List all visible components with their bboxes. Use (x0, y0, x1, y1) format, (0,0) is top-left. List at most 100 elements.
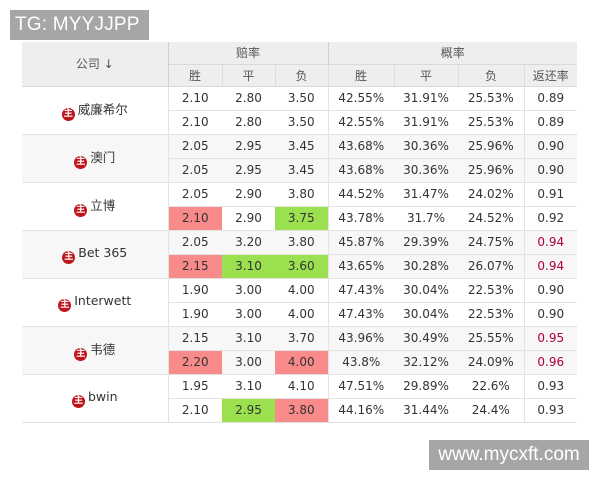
company-cell[interactable]: 主 bwin (22, 374, 169, 423)
prob-lose-cell: 26.07% (458, 254, 524, 279)
odds-draw-cell: 3.10 (222, 374, 275, 399)
return-rate-cell: 0.89 (523, 110, 577, 135)
company-cell[interactable]: 主澳门 (22, 134, 169, 183)
prob-draw-cell: 30.49% (394, 326, 458, 351)
prob-lose-cell: 25.53% (458, 86, 524, 111)
table-row: 主立博 2.05 2.90 3.80 44.52% 31.47% 24.02% 0.91 (22, 182, 577, 231)
prob-win-cell: 43.8% (328, 350, 394, 375)
home-badge-icon: 主 (74, 156, 88, 169)
company-name: 韦德 (90, 342, 116, 357)
prob-win-cell: 42.55% (328, 86, 394, 111)
prob-win-cell: 47.43% (328, 302, 394, 327)
prob-draw-cell: 32.12% (394, 350, 458, 375)
odds-lose-cell: 3.45 (275, 134, 329, 159)
odds-lose-header: 负 (275, 64, 329, 87)
odds-draw-cell: 2.95 (222, 398, 275, 423)
odds-lose-cell: 3.60 (275, 254, 329, 279)
odds-win-cell: 2.20 (168, 350, 222, 375)
table-row: 2.10 2.95 3.80 44.16% 31.44% 24.4% 0.93 (22, 398, 577, 423)
odds-draw-cell: 3.20 (222, 230, 275, 255)
prob-draw-cell: 31.7% (394, 206, 458, 231)
odds-lose-cell: 4.10 (275, 374, 329, 399)
odds-win-header: 胜 (168, 64, 223, 87)
odds-lose-cell: 3.80 (275, 230, 329, 255)
odds-draw-cell: 3.00 (222, 278, 275, 303)
company-cell[interactable]: 主威廉希尔 (22, 86, 169, 135)
company-name: 立博 (90, 198, 116, 213)
odds-lose-cell: 3.80 (275, 182, 329, 207)
company-cell[interactable]: 主立博 (22, 182, 169, 231)
return-rate-cell: 0.90 (523, 302, 577, 327)
table-row: 2.10 2.90 3.75 43.78% 31.7% 24.52% 0.92 (22, 206, 577, 231)
table-row: 2.15 3.10 3.60 43.65% 30.28% 26.07% 0.94 (22, 254, 577, 279)
odds-table: 公司 ↓ 赔率 概率 胜 平 负 胜 平 负 返还率 主威廉希尔 2.10 2.80… (22, 42, 577, 423)
prob-draw-header: 平 (394, 64, 459, 87)
prob-lose-cell: 24.02% (458, 182, 524, 207)
odds-lose-cell: 4.00 (275, 278, 329, 303)
prob-draw-cell: 30.36% (394, 158, 458, 183)
table-row: 1.90 3.00 4.00 47.43% 30.04% 22.53% 0.90 (22, 302, 577, 327)
prob-lose-cell: 22.53% (458, 302, 524, 327)
odds-win-cell: 2.05 (168, 158, 222, 183)
prob-draw-cell: 29.39% (394, 230, 458, 255)
table-row: 2.20 3.00 4.00 43.8% 32.12% 24.09% 0.96 (22, 350, 577, 375)
prob-lose-cell: 25.96% (458, 134, 524, 159)
odds-lose-cell: 4.00 (275, 350, 329, 375)
prob-lose-cell: 25.53% (458, 110, 524, 135)
return-rate-header: 返还率 (524, 64, 577, 87)
return-rate-cell: 0.91 (523, 182, 577, 207)
prob-win-cell: 43.96% (328, 326, 394, 351)
odds-win-cell: 2.10 (168, 398, 222, 423)
prob-win-cell: 43.68% (328, 158, 394, 183)
prob-draw-cell: 30.36% (394, 134, 458, 159)
return-rate-cell: 0.94 (523, 254, 577, 279)
odds-lose-cell: 3.70 (275, 326, 329, 351)
odds-win-cell: 2.10 (168, 86, 222, 111)
company-name: 威廉希尔 (77, 102, 128, 117)
odds-draw-cell: 2.80 (222, 110, 275, 135)
odds-win-cell: 1.90 (168, 302, 222, 327)
odds-win-cell: 1.90 (168, 278, 222, 303)
prob-draw-cell: 30.04% (394, 302, 458, 327)
table-row: 主 Bet 365 2.05 3.20 3.80 45.87% 29.39% 24.75% 0.… (22, 230, 577, 279)
odds-draw-cell: 3.00 (222, 302, 275, 327)
watermark-top: TG: MYYJJPP (10, 10, 149, 40)
prob-win-cell: 42.55% (328, 110, 394, 135)
return-rate-cell: 0.93 (523, 398, 577, 423)
return-rate-cell: 0.93 (523, 374, 577, 399)
odds-draw-cell: 3.00 (222, 350, 275, 375)
odds-draw-cell: 2.95 (222, 158, 275, 183)
return-rate-cell: 0.90 (523, 158, 577, 183)
odds-lose-cell: 3.50 (275, 86, 329, 111)
home-badge-icon: 主 (71, 394, 85, 408)
watermark-bottom: www.mycxft.com (429, 440, 589, 470)
odds-draw-cell: 3.10 (222, 254, 275, 279)
prob-win-header: 胜 (328, 64, 395, 87)
prob-lose-cell: 24.09% (458, 350, 524, 375)
prob-group-header: 概率 (328, 42, 577, 65)
odds-win-cell: 2.10 (168, 110, 222, 135)
table-row: 主澳门 2.05 2.95 3.45 43.68% 30.36% 25.96% 0.90 (22, 134, 577, 183)
prob-draw-cell: 30.28% (394, 254, 458, 279)
return-rate-cell: 0.94 (523, 230, 577, 255)
prob-lose-cell: 24.52% (458, 206, 524, 231)
odds-draw-header: 平 (222, 64, 276, 87)
return-rate-cell: 0.90 (523, 278, 577, 303)
odds-lose-cell: 4.00 (275, 302, 329, 327)
odds-win-cell: 2.15 (168, 254, 222, 279)
odds-lose-cell: 3.50 (275, 110, 329, 135)
company-cell[interactable]: 主 Bet 365 (22, 230, 169, 279)
prob-win-cell: 47.51% (328, 374, 394, 399)
prob-win-cell: 45.87% (328, 230, 394, 255)
prob-lose-cell: 22.53% (458, 278, 524, 303)
company-cell[interactable]: 主 Interwett (22, 278, 169, 327)
prob-win-cell: 43.78% (328, 206, 394, 231)
company-name: bwin (87, 388, 118, 404)
table-row: 2.05 2.95 3.45 43.68% 30.36% 25.96% 0.90 (22, 158, 577, 183)
prob-win-cell: 44.16% (328, 398, 394, 423)
prob-win-cell: 43.65% (328, 254, 394, 279)
company-sort-header[interactable]: 公司 ↓ (22, 42, 169, 87)
home-badge-icon: 主 (74, 348, 88, 361)
home-badge-icon: 主 (74, 204, 88, 217)
company-cell[interactable]: 主韦德 (22, 326, 169, 375)
